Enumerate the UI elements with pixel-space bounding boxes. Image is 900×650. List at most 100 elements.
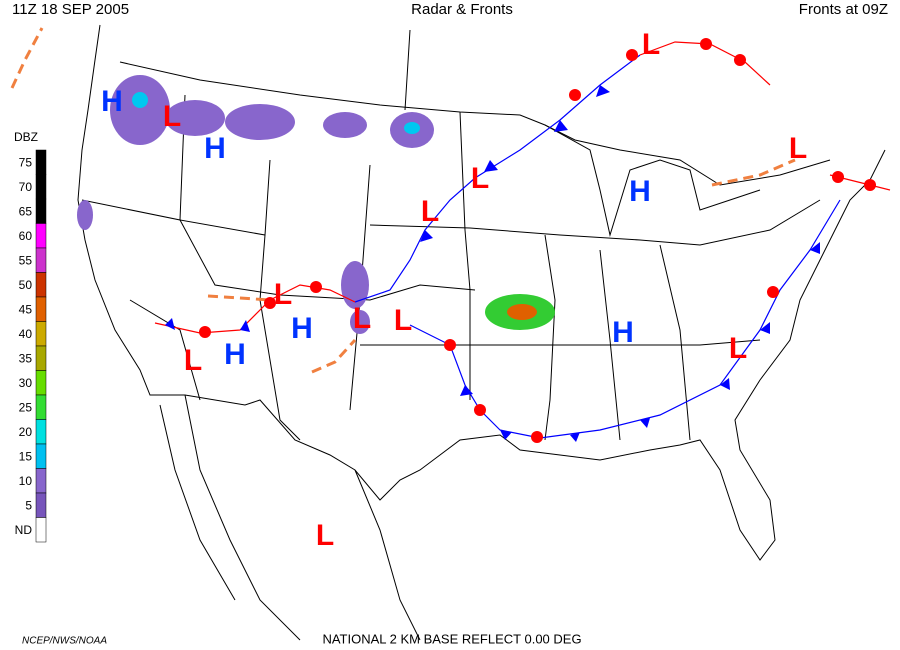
trough — [10, 27, 44, 89]
warm-bump — [734, 54, 746, 66]
legend-swatch — [35, 517, 47, 543]
cold-triangle — [500, 430, 512, 440]
state-line — [360, 339, 761, 346]
legend-label: 40 — [19, 327, 33, 341]
legend-swatch — [35, 419, 47, 445]
warm-bump — [864, 179, 876, 191]
cold-triangle — [240, 320, 250, 332]
legend-label: 35 — [19, 351, 33, 365]
legend-label: ND — [15, 523, 33, 537]
pressure-center: L — [642, 28, 660, 61]
pressure-center: L — [394, 304, 412, 337]
cold-triangle — [760, 322, 770, 334]
valid-time: 11Z 18 SEP 2005 — [12, 1, 129, 18]
cold-triangle — [810, 242, 820, 254]
cold-front — [354, 54, 641, 303]
product-label: NATIONAL 2 KM BASE REFLECT 0.00 DEG — [322, 631, 581, 646]
fronts — [10, 27, 891, 443]
legend-label: 55 — [19, 253, 33, 267]
pressure-center: L — [316, 519, 334, 552]
state-line — [179, 94, 271, 236]
legend-swatch — [35, 174, 47, 200]
legend-label: 15 — [19, 449, 33, 463]
state-line — [259, 234, 301, 441]
legend-swatch — [35, 149, 47, 175]
warm-bump — [700, 38, 712, 50]
legend-label: 65 — [19, 204, 33, 218]
warm-bump — [569, 89, 581, 101]
state-line — [129, 299, 201, 401]
state-line — [544, 234, 556, 441]
legend-swatch — [35, 272, 47, 298]
legend-swatch — [35, 370, 47, 396]
legend-swatch — [35, 394, 47, 420]
state-line — [659, 244, 691, 441]
fronts-time: Fronts at 09Z — [799, 1, 888, 18]
cold-triangle — [420, 230, 433, 242]
pressure-center: H — [204, 132, 226, 165]
great-lakes — [544, 124, 761, 237]
legend-swatch — [35, 223, 47, 249]
echo — [323, 112, 367, 138]
warm-bump — [767, 286, 779, 298]
pressure-center: H — [629, 175, 651, 208]
echo — [77, 200, 93, 230]
legend-swatch — [35, 492, 47, 518]
echo — [165, 100, 225, 136]
pressure-center: L — [789, 132, 807, 165]
legend-label: 45 — [19, 302, 33, 316]
mexico-coast — [184, 394, 301, 641]
pressure-center: L — [471, 162, 489, 195]
warm-bump — [531, 431, 543, 443]
warm-bump — [199, 326, 211, 338]
warm-bump — [832, 171, 844, 183]
cold-triangle — [720, 378, 730, 390]
pressure-center: L — [184, 344, 202, 377]
legend-swatch — [35, 443, 47, 469]
pressure-center: L — [274, 278, 292, 311]
warm-bump — [444, 339, 456, 351]
state-line — [599, 249, 621, 441]
legend-label: 60 — [19, 229, 33, 243]
map-title: Radar & Fronts — [411, 1, 513, 18]
legend-swatch — [35, 296, 47, 322]
trough — [207, 294, 271, 302]
baja — [159, 404, 236, 601]
legend-label: 50 — [19, 278, 33, 292]
cold-triangle — [570, 432, 580, 442]
echo — [350, 310, 370, 334]
legend-swatch — [35, 198, 47, 224]
legend-label: 70 — [19, 180, 33, 194]
legend-swatch — [35, 468, 47, 494]
front-symbols — [199, 38, 876, 443]
echo — [507, 304, 537, 320]
echo — [132, 92, 148, 108]
front-symbols — [165, 85, 820, 442]
legend-label: 75 — [19, 155, 33, 169]
basemap — [77, 24, 886, 641]
pressure-center: L — [353, 302, 371, 335]
echo — [225, 104, 295, 140]
pressure-center: L — [729, 332, 747, 365]
legend-label: 5 — [25, 498, 32, 512]
legend: DBZ 75 70 65 60 55 50 45 40 35 30 25 20 15 10 5 ND — [14, 130, 47, 543]
warm-bump — [264, 297, 276, 309]
trough — [311, 338, 357, 374]
cold-triangle — [554, 120, 568, 132]
pressure-center: L — [421, 195, 439, 228]
legend-label: 25 — [19, 400, 33, 414]
legend-swatch — [35, 321, 47, 347]
warm-bump — [626, 49, 638, 61]
pressure-center: H — [291, 312, 313, 345]
warm-bump — [310, 281, 322, 293]
legend-swatch — [35, 247, 47, 273]
legend-label: 30 — [19, 376, 33, 390]
cold-triangle — [640, 418, 650, 428]
pressure-center: H — [101, 85, 123, 118]
cold-triangle — [596, 85, 610, 97]
pressure-center: H — [612, 316, 634, 349]
pressure-center: H — [224, 338, 246, 371]
legend-swatch — [35, 345, 47, 371]
